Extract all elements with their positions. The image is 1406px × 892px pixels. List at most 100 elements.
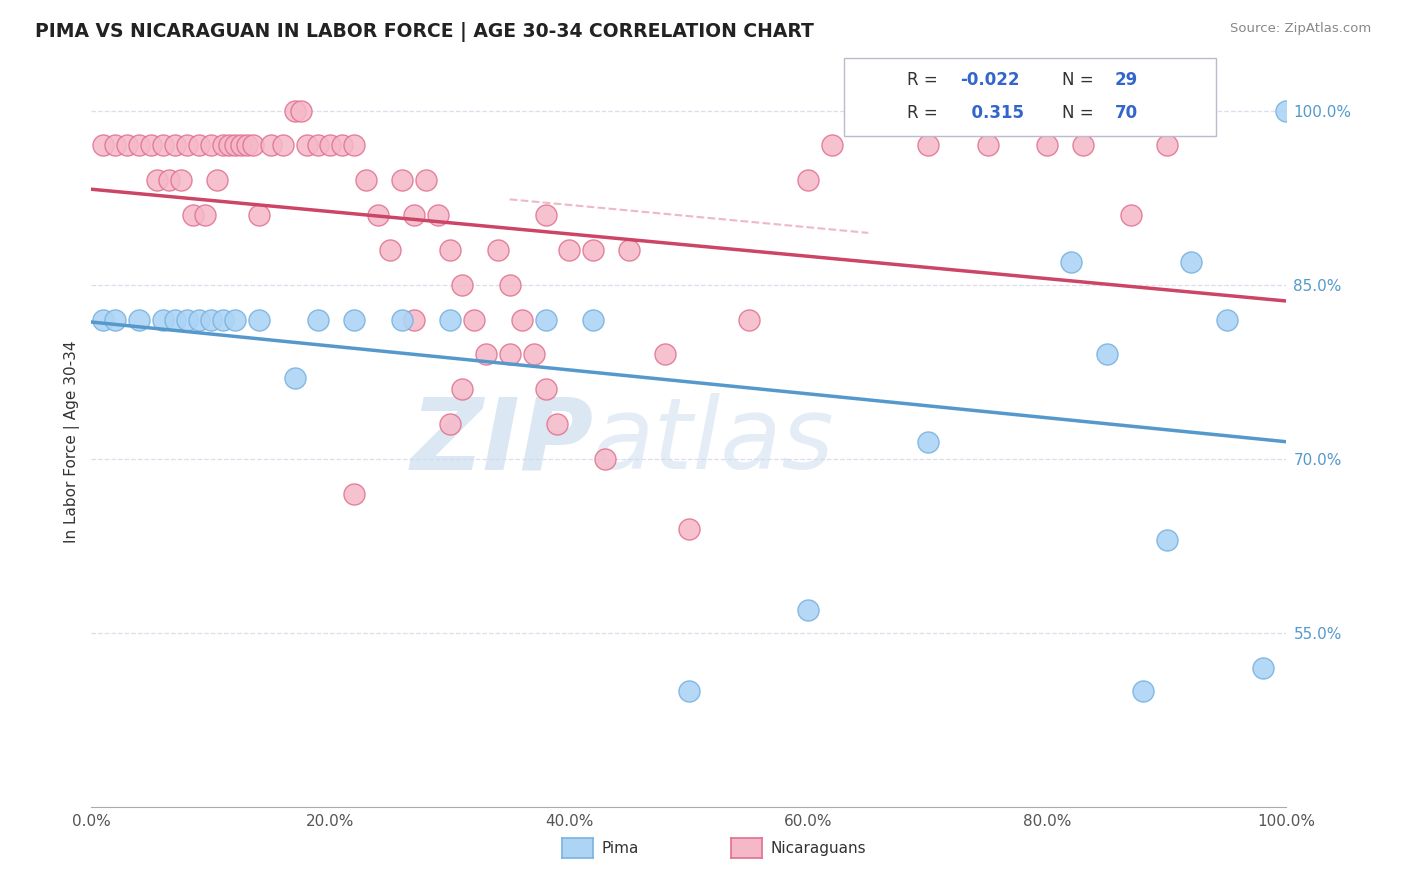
Point: [319, 138, 342, 153]
Point: [115, 138, 138, 153]
Point: [271, 138, 294, 153]
Point: [439, 243, 461, 257]
Point: [187, 312, 211, 326]
Point: [378, 243, 402, 257]
Point: [1251, 661, 1274, 675]
Point: [976, 138, 998, 153]
Point: [284, 370, 307, 384]
Point: [187, 138, 211, 153]
Text: PIMA VS NICARAGUAN IN LABOR FORCE | AGE 30-34 CORRELATION CHART: PIMA VS NICARAGUAN IN LABOR FORCE | AGE …: [35, 22, 814, 42]
Text: -0.022: -0.022: [960, 71, 1019, 89]
Point: [1132, 684, 1154, 698]
Point: [284, 103, 307, 118]
Text: R =: R =: [907, 71, 938, 89]
Point: [163, 138, 186, 153]
Point: [200, 138, 222, 153]
Text: N =: N =: [1062, 104, 1092, 122]
Point: [332, 138, 354, 153]
Point: [211, 138, 233, 153]
Point: [439, 417, 461, 431]
Point: [181, 208, 204, 222]
Point: [229, 138, 252, 153]
Point: [128, 312, 150, 326]
Point: [510, 312, 533, 326]
Point: [176, 138, 198, 153]
Point: [194, 208, 217, 222]
Point: [450, 277, 472, 292]
Point: [498, 347, 520, 361]
Point: [295, 138, 318, 153]
Point: [224, 138, 246, 153]
Point: [259, 138, 281, 153]
Text: 70: 70: [1115, 104, 1137, 122]
Point: [534, 382, 557, 396]
Point: [547, 417, 569, 431]
Text: Pima: Pima: [602, 841, 640, 855]
Point: [917, 138, 939, 153]
Point: [1180, 254, 1202, 268]
Text: 0.315: 0.315: [960, 104, 1025, 122]
Point: [426, 208, 449, 222]
Point: [218, 138, 240, 153]
Point: [678, 522, 700, 536]
Point: [152, 312, 174, 326]
Y-axis label: In Labor Force | Age 30-34: In Labor Force | Age 30-34: [65, 340, 80, 543]
Text: ZIP: ZIP: [411, 393, 593, 490]
Point: [404, 208, 426, 222]
Point: [463, 312, 485, 326]
Point: [211, 312, 233, 326]
Point: [367, 208, 389, 222]
Text: Source: ZipAtlas.com: Source: ZipAtlas.com: [1230, 22, 1371, 36]
Point: [1097, 347, 1119, 361]
Point: [93, 138, 114, 153]
Text: R =: R =: [907, 104, 938, 122]
Point: [558, 243, 581, 257]
Point: [439, 312, 461, 326]
Point: [176, 312, 198, 326]
Point: [247, 208, 270, 222]
Point: [917, 434, 939, 449]
Point: [797, 173, 820, 187]
Point: [486, 243, 509, 257]
Point: [415, 173, 437, 187]
Point: [450, 382, 472, 396]
Point: [343, 487, 366, 501]
Point: [1036, 138, 1059, 153]
Point: [93, 312, 114, 326]
Point: [737, 312, 759, 326]
Point: [678, 684, 700, 698]
Point: [821, 138, 844, 153]
Text: 29: 29: [1115, 71, 1139, 89]
Point: [235, 138, 259, 153]
Point: [797, 603, 820, 617]
Point: [1119, 208, 1142, 222]
Point: [104, 312, 127, 326]
Point: [474, 347, 498, 361]
Point: [247, 312, 270, 326]
Point: [593, 452, 616, 467]
Point: [146, 173, 169, 187]
Point: [654, 347, 676, 361]
Point: [242, 138, 264, 153]
Point: [391, 173, 413, 187]
Point: [523, 347, 546, 361]
Point: [354, 173, 377, 187]
Point: [404, 312, 426, 326]
Point: [224, 312, 246, 326]
Point: [104, 138, 127, 153]
Text: Nicaraguans: Nicaraguans: [770, 841, 866, 855]
Point: [170, 173, 193, 187]
Point: [205, 173, 228, 187]
Text: N =: N =: [1062, 71, 1092, 89]
Point: [534, 208, 557, 222]
Point: [1156, 138, 1178, 153]
Point: [152, 138, 174, 153]
Point: [1156, 533, 1178, 548]
Point: [1060, 254, 1083, 268]
Text: atlas: atlas: [593, 393, 835, 490]
Point: [582, 243, 605, 257]
Point: [498, 277, 520, 292]
Point: [290, 103, 312, 118]
Point: [163, 312, 186, 326]
Point: [1275, 103, 1298, 118]
